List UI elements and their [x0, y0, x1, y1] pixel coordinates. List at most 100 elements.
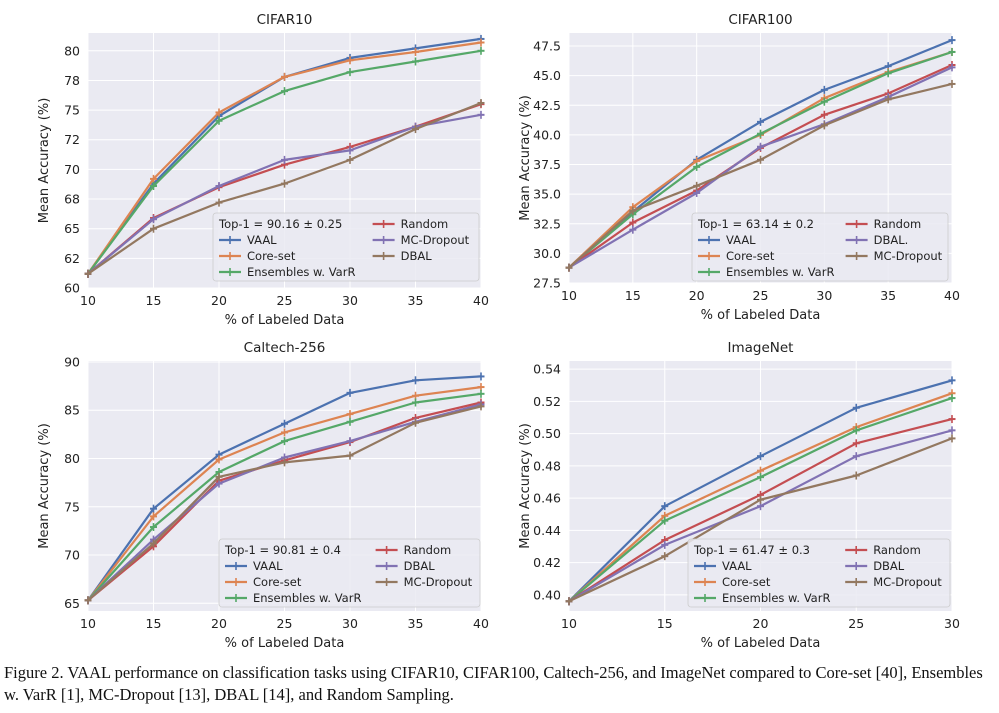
data-point [150, 215, 157, 224]
y-tick-label: 0.46 [533, 491, 561, 506]
legend-entry: VAAL [253, 559, 283, 573]
y-axis-label: Mean Accuracy (%) [518, 95, 533, 221]
x-tick-label: 20 [689, 288, 705, 303]
data-point [281, 72, 288, 81]
y-axis-label: Mean Accuracy (%) [37, 98, 52, 224]
y-tick-label: 60 [64, 281, 80, 296]
data-point [948, 426, 956, 435]
y-tick-label: 0.54 [533, 362, 561, 377]
legend-entry: DBAL [401, 249, 433, 263]
data-point [852, 426, 860, 435]
data-point [852, 471, 860, 480]
data-point [346, 146, 354, 155]
x-tick-label: 15 [146, 616, 162, 631]
series-group [84, 38, 485, 278]
data-point [281, 87, 288, 96]
x-axis-label: % of Labeled Data [701, 636, 821, 651]
data-point [412, 47, 419, 56]
data-point [281, 419, 288, 428]
x-tick-label: 10 [80, 293, 96, 308]
data-point [346, 155, 354, 164]
series-group [84, 372, 485, 605]
legend-entry: Ensembles w. VarR [726, 265, 834, 279]
chart-title: CIFAR100 [728, 12, 792, 28]
data-point [84, 596, 92, 605]
x-tick-label: 35 [880, 288, 896, 303]
legend-entry: Core-set [722, 575, 771, 589]
data-point [346, 410, 354, 419]
x-tick-label: 10 [80, 616, 96, 631]
legend-entry: Ensembles w. VarR [722, 591, 830, 605]
data-point [281, 437, 288, 446]
y-tick-label: 78 [64, 73, 80, 88]
legend: Top-1 = 61.47 ± 0.3 VAAL Core-set Ensembles… [687, 538, 951, 608]
data-point [215, 182, 223, 190]
y-tick-label: 30.0 [533, 246, 561, 261]
x-tick-label: 10 [561, 616, 577, 631]
x-tick-label: 40 [944, 288, 960, 303]
data-point [215, 479, 223, 488]
y-tick-label: 80 [64, 451, 80, 466]
x-tick-label: 35 [408, 293, 424, 308]
x-axis-label: % of Labeled Data [701, 308, 821, 323]
data-point [346, 68, 354, 77]
figure-panels: 10 15 20 25 30 35 40 60 62 65 68 70 72 75 78 80 CIFAR10%… [37, 12, 960, 651]
data-point [820, 110, 828, 119]
legend-entry: Random [873, 543, 921, 557]
x-tick-label: 35 [408, 616, 424, 631]
data-point [948, 79, 956, 88]
legend-note: Top-1 = 90.81 ± 0.4 [224, 543, 341, 557]
x-tick-label: 30 [944, 616, 960, 631]
legend-box [218, 538, 481, 608]
data-point [757, 452, 764, 461]
data-point [948, 47, 956, 56]
data-point [661, 540, 669, 549]
data-point [477, 402, 485, 411]
data-point [693, 188, 701, 197]
legend: Top-1 = 90.16 ± 0.25 VAAL Core-set Ensemble… [212, 212, 480, 282]
data-point [281, 179, 288, 188]
data-point [412, 391, 419, 400]
legend-entry: MC-Dropout [404, 575, 473, 589]
data-point [948, 63, 956, 72]
y-axis-label: Mean Accuracy (%) [37, 423, 52, 549]
x-tick-label: 25 [753, 288, 769, 303]
data-point [281, 155, 288, 164]
data-point [629, 225, 637, 234]
chart-panel: 10 15 20 25 30 35 40 65 70 75 80 85 90 Caltech-256 % o… [37, 340, 489, 651]
data-point [661, 516, 669, 525]
y-tick-label: 90 [64, 354, 80, 369]
data-point [412, 125, 419, 134]
x-tick-label: 25 [277, 616, 293, 631]
y-tick-label: 0.42 [533, 555, 561, 570]
series-group [84, 402, 485, 605]
x-tick-label: 15 [146, 293, 162, 308]
data-point [693, 181, 701, 190]
legend-entry: Core-set [726, 249, 775, 263]
chart-title: Caltech-256 [244, 340, 326, 356]
legend-entry: MC-Dropout [873, 575, 942, 589]
data-point [477, 110, 485, 119]
legend-note: Top-1 = 61.47 ± 0.3 [693, 543, 810, 557]
x-tick-label: 20 [211, 293, 227, 308]
x-tick-label: 15 [657, 616, 673, 631]
data-point [215, 472, 223, 481]
y-tick-label: 65 [64, 596, 80, 611]
data-point [629, 218, 637, 227]
legend-entry: Ensembles w. VarR [253, 591, 361, 605]
data-point [215, 116, 223, 125]
legend-entry: Random [874, 217, 922, 231]
y-tick-label: 0.48 [533, 458, 561, 473]
y-tick-label: 45.0 [533, 68, 561, 83]
legend-note: Top-1 = 90.16 ± 0.25 [218, 217, 342, 231]
data-point [565, 597, 573, 606]
chart-panel: 10 15 20 25 30 35 40 27.5 30.0 32.5 35.0 37.5 40.0 42… [518, 12, 960, 323]
legend-entry: DBAL [404, 559, 436, 573]
y-tick-label: 0.50 [533, 426, 561, 441]
y-tick-label: 65 [64, 221, 80, 236]
legend-entry: VAAL [722, 559, 752, 573]
y-tick-label: 47.5 [533, 39, 561, 54]
data-point [477, 383, 485, 392]
y-tick-label: 68 [64, 192, 80, 207]
y-tick-label: 37.5 [533, 157, 561, 172]
